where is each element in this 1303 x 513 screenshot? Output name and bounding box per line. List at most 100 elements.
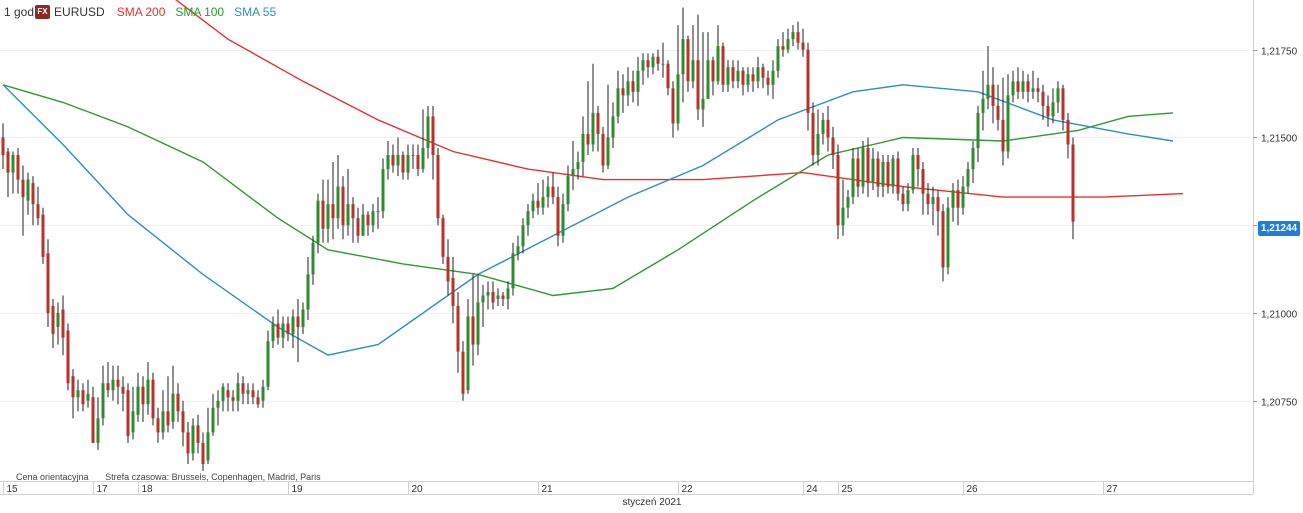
candle [376, 197, 380, 229]
candle-body [796, 32, 800, 43]
candle [926, 183, 930, 215]
candle-body [921, 169, 925, 194]
candle [1056, 81, 1060, 113]
candle-body [596, 112, 600, 134]
candle [236, 372, 240, 412]
x-tick-label: 26 [967, 484, 979, 495]
candle-body [401, 155, 405, 173]
candle-body [311, 242, 315, 275]
candle [146, 362, 150, 415]
candle [871, 147, 875, 191]
candle [571, 140, 575, 191]
candle-body [286, 323, 290, 335]
candle [201, 432, 205, 471]
candle [121, 376, 125, 412]
candle-body [411, 155, 415, 157]
candle [221, 383, 225, 412]
candle [401, 151, 405, 180]
candle [841, 179, 845, 236]
candle [431, 105, 435, 180]
candle-body [296, 316, 300, 328]
candle-body [716, 46, 720, 82]
candle-body [1066, 119, 1070, 145]
candle [206, 407, 210, 464]
candle-body [726, 67, 730, 85]
candle-body [606, 137, 610, 166]
candle [801, 28, 805, 57]
candle [791, 25, 795, 47]
candle-body [136, 386, 140, 415]
candle [341, 176, 345, 240]
candle-body [176, 393, 180, 412]
candle-body [611, 116, 615, 138]
candle [51, 298, 55, 349]
candle-body [246, 390, 250, 394]
candle-body [416, 155, 420, 170]
candle [971, 140, 975, 184]
candle-body [901, 193, 905, 205]
candle [301, 302, 305, 335]
candle [6, 147, 10, 198]
candle-body [261, 386, 265, 401]
candle-body [371, 211, 375, 226]
candle-body [131, 411, 135, 433]
candle [276, 309, 280, 345]
candle-body [961, 186, 965, 208]
candle [916, 147, 920, 187]
candle [966, 162, 970, 194]
candle [766, 70, 770, 96]
candle-body [71, 376, 75, 398]
candle-body [996, 105, 1000, 120]
candle [41, 207, 45, 264]
candle [936, 190, 940, 236]
candle-body [651, 56, 655, 68]
legend-sma-200[interactable]: SMA 200 [116, 5, 166, 19]
candle [281, 316, 285, 349]
x-tick-label: 21 [542, 484, 554, 495]
timeframe-label[interactable]: 1 god [4, 5, 35, 19]
candle [561, 193, 565, 243]
candle-body [831, 137, 835, 156]
x-tick-label: 27 [1107, 484, 1119, 495]
candle-body [86, 393, 90, 401]
candle [416, 144, 420, 177]
candle [56, 302, 60, 345]
candle-body [646, 60, 650, 68]
candle-body [856, 158, 860, 187]
candle [511, 242, 515, 296]
candle [226, 383, 230, 412]
candle [866, 137, 870, 198]
candle [1071, 137, 1075, 240]
candle-body [601, 133, 605, 166]
candle-body [771, 70, 775, 85]
candle [606, 84, 610, 170]
candle [781, 32, 785, 57]
candle [761, 63, 765, 89]
x-tick-label: 25 [842, 484, 854, 495]
candle-body [441, 218, 445, 257]
candle-body [1046, 105, 1050, 117]
candle [546, 176, 550, 208]
candle-body [1036, 88, 1040, 92]
candle [626, 67, 630, 106]
candle [826, 105, 830, 152]
symbol-label[interactable]: EURUSD [54, 5, 105, 19]
candle [516, 235, 520, 261]
candle [131, 386, 135, 440]
candle [196, 414, 200, 454]
legend-sma-100[interactable]: SMA 100 [175, 5, 225, 19]
candle-body [356, 218, 360, 236]
candle-body [791, 32, 795, 40]
candle-body [76, 390, 80, 398]
candle-body [591, 112, 595, 145]
candle [881, 155, 885, 198]
candle-body [691, 60, 695, 82]
candle [631, 70, 635, 103]
candle-body [1061, 88, 1065, 120]
candle-body [896, 158, 900, 194]
candle [701, 32, 705, 127]
candle [356, 207, 360, 243]
legend-sma-55[interactable]: SMA 55 [234, 5, 277, 19]
candle [36, 186, 40, 226]
